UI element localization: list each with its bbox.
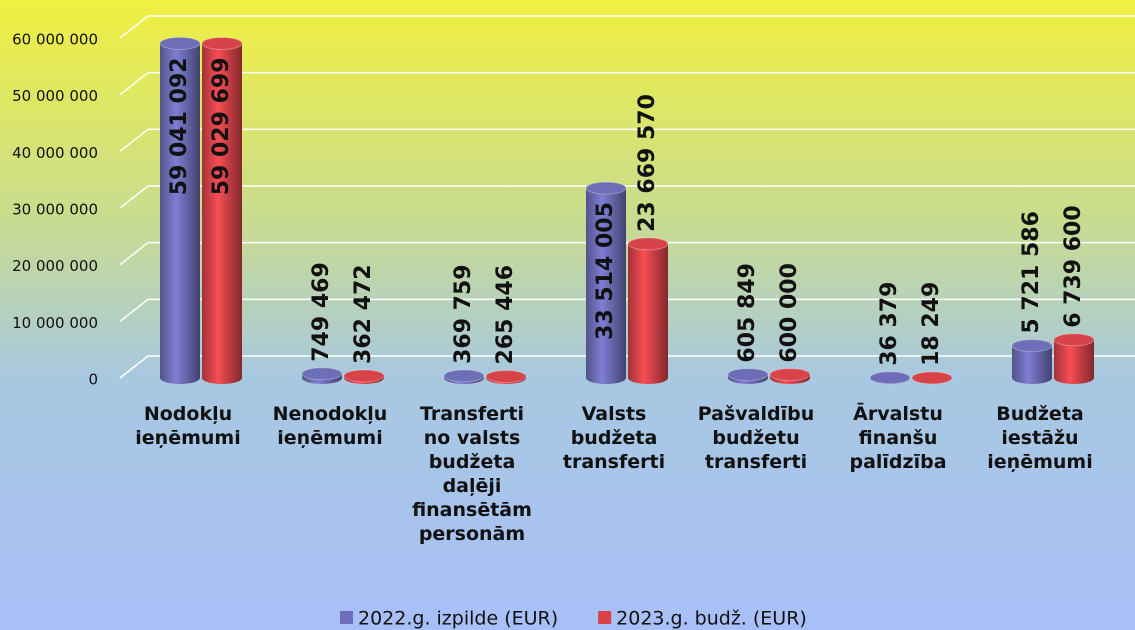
data-label: 369 759	[451, 264, 476, 364]
data-label: 59 041 092	[167, 57, 192, 195]
bar-cap	[1011, 339, 1053, 353]
data-label: 5 721 586	[1019, 211, 1044, 333]
x-tick-label: Valsts budžeta transferti	[562, 403, 666, 473]
legend-label: 2022.g. izpilde (EUR)	[358, 608, 558, 630]
legend-swatch	[598, 611, 612, 624]
bar-cap	[343, 369, 385, 383]
data-label: 6 739 600	[1061, 205, 1086, 327]
y-tick-label: 40 000 000	[12, 144, 98, 162]
legend-swatch	[340, 611, 353, 624]
data-label: 23 669 570	[635, 94, 660, 232]
data-label: 749 469	[309, 262, 334, 362]
bar	[586, 182, 626, 384]
legend-label: 2023.g. budž. (EUR)	[616, 608, 807, 630]
data-label: 265 446	[493, 265, 518, 365]
data-label: 362 472	[351, 264, 376, 364]
y-tick-label: 0	[88, 371, 98, 389]
grid-line	[119, 15, 1135, 39]
y-tick-label: 10 000 000	[12, 314, 98, 332]
bar	[202, 37, 242, 384]
bar-cap	[585, 181, 627, 195]
data-label: 18 249	[919, 282, 944, 366]
data-label: 33 514 005	[593, 202, 618, 340]
bar-cap	[627, 237, 669, 251]
x-tick-label: Pašvaldību budžetu transferti	[697, 403, 815, 473]
bar-cap	[911, 371, 953, 385]
bar-cap	[301, 367, 343, 381]
bar-cap	[443, 369, 485, 383]
data-label: 605 849	[735, 263, 760, 363]
y-tick-label: 30 000 000	[12, 201, 98, 219]
grid-line	[119, 355, 1135, 379]
grid-line	[119, 185, 1135, 209]
data-label: 600 000	[777, 263, 802, 363]
bar	[628, 237, 668, 384]
bar	[160, 37, 200, 385]
x-tick-label: Ārvalstu finanšu palīdzība	[849, 403, 947, 473]
bar-cap	[1053, 333, 1095, 347]
x-tick-label: Nenodokļu ieņēmumi	[272, 403, 388, 449]
x-tick-label: Nodokļu ieņēmumi	[135, 403, 241, 449]
grid-line	[119, 298, 1135, 322]
bar-cap	[869, 371, 911, 385]
x-tick-label: Transferti no valsts budžeta daļēji fina…	[412, 403, 532, 545]
grid-line	[119, 128, 1135, 152]
bar-cap	[201, 36, 243, 50]
bar-cap	[159, 36, 201, 50]
y-tick-label: 50 000 000	[12, 87, 98, 105]
x-tick-label: Budžeta iestāžu ieņēmumi	[987, 403, 1093, 473]
data-label: 36 379	[877, 282, 902, 366]
grid-line	[119, 241, 1135, 266]
y-tick-label: 60 000 000	[12, 31, 98, 49]
bar-cap	[727, 368, 769, 382]
bar	[1054, 333, 1094, 384]
bar-cap	[485, 369, 527, 383]
grid-line	[119, 71, 1135, 96]
y-tick-label: 20 000 000	[12, 257, 98, 275]
data-label: 59 029 699	[209, 57, 234, 195]
bar-cap	[769, 368, 811, 382]
